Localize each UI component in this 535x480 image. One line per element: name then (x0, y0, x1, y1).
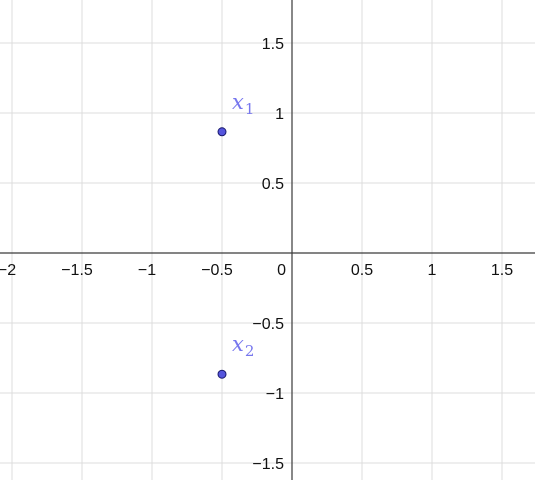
x-tick-label: −1.5 (61, 262, 93, 279)
data-points: x1 x2 (217, 90, 254, 379)
x-tick-label: 0 (277, 262, 286, 279)
data-point-x2[interactable] (217, 369, 227, 379)
point-label-x1: x1 (232, 90, 254, 118)
x-tick-label: 0.5 (351, 262, 373, 279)
y-tick-labels: −1.5 −1 −0.5 0.5 1 1.5 (252, 36, 284, 473)
x-tick-label: −0.5 (201, 262, 233, 279)
x-tick-label: −2 (0, 262, 16, 279)
x-tick-label: 1 (428, 262, 437, 279)
y-tick-label: −0.5 (252, 316, 284, 333)
data-point-x1[interactable] (217, 127, 227, 137)
y-tick-label: −1.5 (252, 456, 284, 473)
x-tick-labels: −2 −1.5 −1 −0.5 0 0.5 1 1.5 (0, 262, 513, 279)
y-tick-label: 1.5 (262, 36, 284, 53)
y-tick-label: 0.5 (262, 176, 284, 193)
y-tick-label: 1 (275, 106, 284, 123)
y-tick-label: −1 (266, 386, 284, 403)
x-tick-label: −1 (138, 262, 156, 279)
x-tick-label: 1.5 (491, 262, 513, 279)
point-label-x2: x2 (232, 332, 254, 360)
